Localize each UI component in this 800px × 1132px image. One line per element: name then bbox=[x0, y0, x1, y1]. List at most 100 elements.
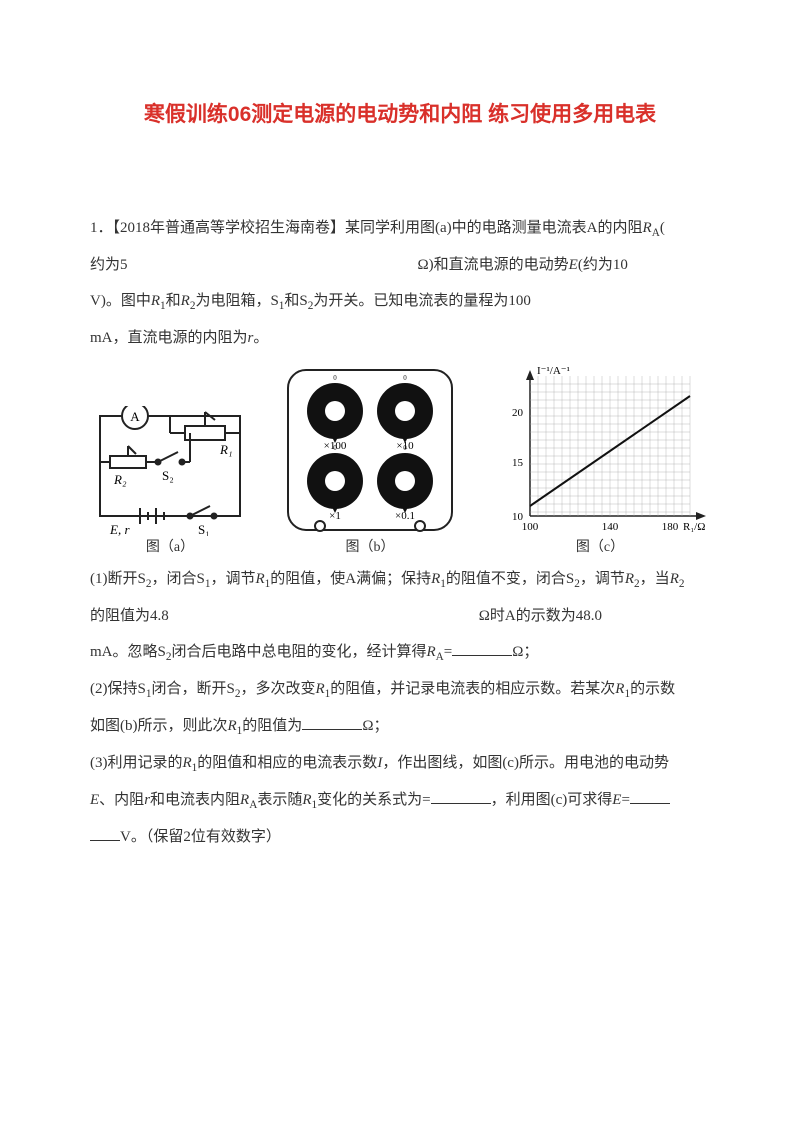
text: (3)利用记录的 bbox=[90, 755, 183, 771]
text: 的阻值，使A满偏；保持 bbox=[270, 571, 431, 587]
text: 和电流表内阻 bbox=[150, 792, 240, 808]
q-number: 1． bbox=[90, 220, 113, 236]
text: mA，直流电源的内阻为 bbox=[90, 330, 248, 346]
ytick: 20 bbox=[512, 407, 524, 419]
blank-input[interactable] bbox=[431, 788, 491, 804]
text: 的阻值为4.8 bbox=[90, 608, 169, 624]
text: 如图(b)所示，则此次 bbox=[90, 718, 228, 734]
figure-a: A R₁ R₂ S₂ S₁ E, r 图（a） bbox=[90, 406, 250, 557]
text-line: V)。图中R1和R2为电阻箱，S1和S2为开关。已知电流表的量程为100 bbox=[90, 283, 710, 320]
blank-input[interactable] bbox=[452, 640, 512, 656]
blank-input[interactable] bbox=[90, 825, 120, 841]
xtick: 180 bbox=[662, 521, 679, 533]
circuit-diagram: A R₁ R₂ S₂ S₁ E, r bbox=[90, 406, 250, 536]
caption-b: 图（b） bbox=[346, 540, 395, 557]
mult-01: ×0.1 bbox=[395, 510, 415, 522]
svg-text:0: 0 bbox=[403, 374, 407, 382]
subq-3: (3)利用记录的R1的阻值和相应的电流表示数I，作出图线，如图(c)所示。用电池… bbox=[90, 745, 710, 782]
var: R bbox=[625, 571, 634, 587]
text: (1)断开S bbox=[90, 571, 146, 587]
text: ，闭合S bbox=[151, 571, 204, 587]
question-stem: 1．【2018年普通高等学校招生海南卷】某同学利用图(a)中的电路测量电流表A的… bbox=[90, 210, 710, 247]
sub: A bbox=[436, 651, 444, 663]
text: 、内阻 bbox=[99, 792, 144, 808]
text: ，调节 bbox=[210, 571, 255, 587]
text: = bbox=[444, 644, 452, 660]
page: 寒假训练06测定电源的电动势和内阻 练习使用多用电表 1．【2018年普通高等学… bbox=[0, 0, 800, 905]
text-line: mA，直流电源的内阻为r。 bbox=[90, 320, 710, 356]
sub-a: A bbox=[652, 227, 660, 239]
figure-c: I⁻¹/A⁻¹ R₁/Ω 10 15 20 100 140 180 图（c） bbox=[490, 366, 710, 557]
var: R bbox=[302, 792, 311, 808]
var-ra: R bbox=[643, 220, 652, 236]
blank-input[interactable] bbox=[630, 788, 670, 804]
text: (2)保持S bbox=[90, 681, 146, 697]
text: 约为5 bbox=[90, 257, 128, 273]
text: 闭合，断开S bbox=[151, 681, 234, 697]
subq-1: (1)断开S2，闭合S1，调节R1的阻值，使A满偏；保持R1的阻值不变，闭合S2… bbox=[90, 561, 710, 598]
var: R bbox=[228, 718, 237, 734]
var-e: E bbox=[569, 257, 578, 273]
text: 为电阻箱，S bbox=[195, 293, 278, 309]
text: Ω时A的示数为48.0 bbox=[479, 608, 602, 624]
text-line: 约为5 Ω)和直流电源的电动势E(约为10 bbox=[90, 247, 710, 283]
text-line: mA。忽略S2闭合后电路中总电阻的变化，经计算得RA=Ω； bbox=[90, 634, 710, 671]
text: Ω)和直流电源的电动势 bbox=[418, 257, 569, 273]
xlabel: R₁/Ω bbox=[683, 521, 705, 533]
text: 的阻值和相应的电流表示数 bbox=[197, 755, 377, 771]
q-source: 【2018年普通高等学校招生海南卷】 bbox=[113, 220, 346, 236]
label-r1: R₁ bbox=[219, 442, 232, 457]
text: 表示随 bbox=[257, 792, 302, 808]
label-r2: R₂ bbox=[113, 472, 127, 487]
text: Ω； bbox=[362, 718, 388, 734]
graph: I⁻¹/A⁻¹ R₁/Ω 10 15 20 100 140 180 bbox=[490, 366, 710, 536]
blank-input[interactable] bbox=[302, 714, 362, 730]
figure-row: A R₁ R₂ S₂ S₁ E, r 图（a） bbox=[90, 366, 710, 557]
text: 的阻值不变，闭合S bbox=[446, 571, 574, 587]
text: 某同学利用图(a)中的电路测量电流表A的内阻 bbox=[345, 220, 642, 236]
text: mA。忽略S bbox=[90, 644, 166, 660]
xtick: 100 bbox=[522, 521, 539, 533]
var: R bbox=[315, 681, 324, 697]
var: R bbox=[255, 571, 264, 587]
text: 变化的关系式为= bbox=[317, 792, 430, 808]
text: 闭合后电路中总电阻的变化，经计算得 bbox=[171, 644, 426, 660]
var: R bbox=[431, 571, 440, 587]
text-line: E、内阻r和电流表内阻RA表示随R1变化的关系式为=，利用图(c)可求得E= bbox=[90, 782, 710, 819]
doc-title: 寒假训练06测定电源的电动势和内阻 练习使用多用电表 bbox=[90, 90, 710, 140]
mult-100: ×100 bbox=[324, 440, 347, 452]
text: 的阻值为 bbox=[242, 718, 302, 734]
sub: 2 bbox=[679, 578, 685, 590]
text: ，调节 bbox=[580, 571, 625, 587]
text: 的阻值，并记录电流表的相应示数。若某次 bbox=[330, 681, 615, 697]
figure-b: 00 00 ×100 ×10 ×1 ×0.1 图（b） bbox=[280, 366, 460, 557]
mult-1: ×1 bbox=[329, 510, 341, 522]
text: 为开关。已知电流表的量程为100 bbox=[313, 293, 531, 309]
text-line: 如图(b)所示，则此次R1的阻值为Ω； bbox=[90, 708, 710, 745]
ylabel: I⁻¹/A⁻¹ bbox=[537, 366, 570, 377]
text: 和S bbox=[284, 293, 307, 309]
text-line: 的阻值为4.8 Ω时A的示数为48.0 bbox=[90, 598, 710, 634]
var-r1: R bbox=[151, 293, 160, 309]
var: R bbox=[670, 571, 679, 587]
resistance-box: 00 00 ×100 ×10 ×1 ×0.1 bbox=[280, 366, 460, 536]
mult-10: ×10 bbox=[396, 440, 414, 452]
text: 和 bbox=[166, 293, 181, 309]
text-line: V。（保留2位有效数字） bbox=[90, 819, 710, 855]
var: R bbox=[240, 792, 249, 808]
text: ，作出图线，如图(c)所示。用电池的电动势 bbox=[382, 755, 669, 771]
text: Ω； bbox=[512, 644, 538, 660]
text: V)。图中 bbox=[90, 293, 151, 309]
subq-2: (2)保持S1闭合，断开S2，多次改变R1的阻值，并记录电流表的相应示数。若某次… bbox=[90, 671, 710, 708]
text: V。（保留2位有效数字） bbox=[120, 829, 281, 845]
caption-c: 图（c） bbox=[576, 540, 624, 557]
text: 。 bbox=[253, 330, 268, 346]
label-a: A bbox=[130, 409, 140, 424]
text: 的示数 bbox=[630, 681, 675, 697]
text: ，多次改变 bbox=[240, 681, 315, 697]
text: (约为10 bbox=[578, 257, 628, 273]
text: ，利用图(c)可求得 bbox=[491, 792, 613, 808]
text: = bbox=[621, 792, 629, 808]
label-er: E, r bbox=[109, 522, 130, 536]
xtick: 140 bbox=[602, 521, 619, 533]
